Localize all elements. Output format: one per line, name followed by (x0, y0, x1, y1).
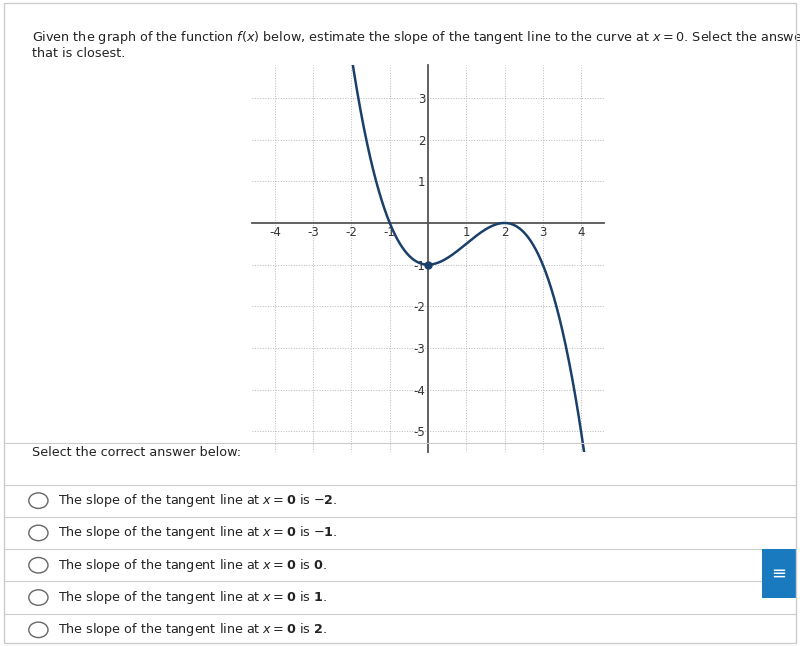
Text: The slope of the tangent line at $x = \mathbf{0}$ is $\mathbf{2}$.: The slope of the tangent line at $x = \m… (58, 621, 326, 638)
Text: Given the graph of the function $f(x)$ below, estimate the slope of the tangent : Given the graph of the function $f(x)$ b… (32, 29, 800, 46)
Text: ≡: ≡ (771, 565, 786, 582)
Text: Select the correct answer below:: Select the correct answer below: (32, 446, 241, 459)
Text: The slope of the tangent line at $x = \mathbf{0}$ is $\mathbf{1}$.: The slope of the tangent line at $x = \m… (58, 589, 326, 606)
Text: that is closest.: that is closest. (32, 47, 126, 59)
Text: The slope of the tangent line at $x = \mathbf{0}$ is $\mathbf{0}$.: The slope of the tangent line at $x = \m… (58, 557, 326, 574)
Text: The slope of the tangent line at $x = \mathbf{0}$ is $-\mathbf{2}$.: The slope of the tangent line at $x = \m… (58, 492, 338, 509)
Text: The slope of the tangent line at $x = \mathbf{0}$ is $-\mathbf{1}$.: The slope of the tangent line at $x = \m… (58, 525, 338, 541)
